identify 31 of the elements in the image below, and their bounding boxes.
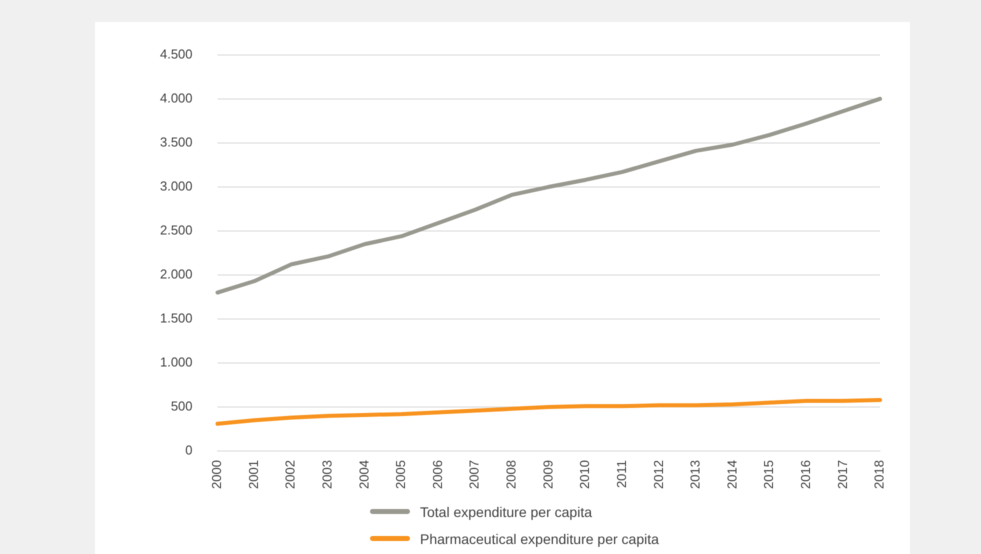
y-tick-label: 1.500: [160, 310, 193, 326]
x-tick-label: 2014: [724, 460, 740, 489]
x-tick-label: 2018: [872, 460, 887, 489]
x-tick-label: 2010: [577, 460, 592, 489]
y-tick-label: 4.000: [160, 90, 193, 106]
x-tick-label: 2007: [466, 460, 482, 489]
legend-label: Total expenditure per capita: [420, 504, 592, 520]
x-tick-label: 2004: [356, 460, 372, 489]
x-tick-label: 2013: [688, 460, 703, 489]
x-tick-label: 2000: [209, 460, 224, 489]
x-tick-label: 2002: [282, 460, 298, 489]
legend-label: Pharmaceutical expenditure per capita: [420, 530, 659, 546]
y-tick-label: 0: [185, 442, 193, 458]
x-tick-label: 2016: [798, 460, 813, 489]
x-tick-label: 2005: [393, 460, 408, 489]
x-tick-label: 2006: [430, 460, 445, 489]
x-tick-label: 2008: [504, 460, 519, 489]
y-tick-label: 4.500: [160, 46, 193, 62]
x-tick-label: 2015: [761, 460, 776, 489]
y-tick-label: 3.000: [160, 178, 193, 194]
x-tick-label: 2003: [320, 460, 335, 489]
x-tick-label: 2017: [834, 460, 850, 489]
y-tick-label: 1.000: [160, 354, 193, 370]
y-tick-label: 2.000: [160, 266, 193, 282]
y-tick-label: 2.500: [160, 222, 193, 238]
x-tick-label: 2001: [246, 460, 261, 489]
x-tick-label: 2012: [650, 460, 666, 489]
x-tick-label: 2009: [540, 460, 556, 489]
x-tick-label: 2011: [614, 460, 629, 488]
y-tick-label: 500: [170, 398, 193, 414]
y-tick-label: 3.500: [160, 134, 193, 150]
